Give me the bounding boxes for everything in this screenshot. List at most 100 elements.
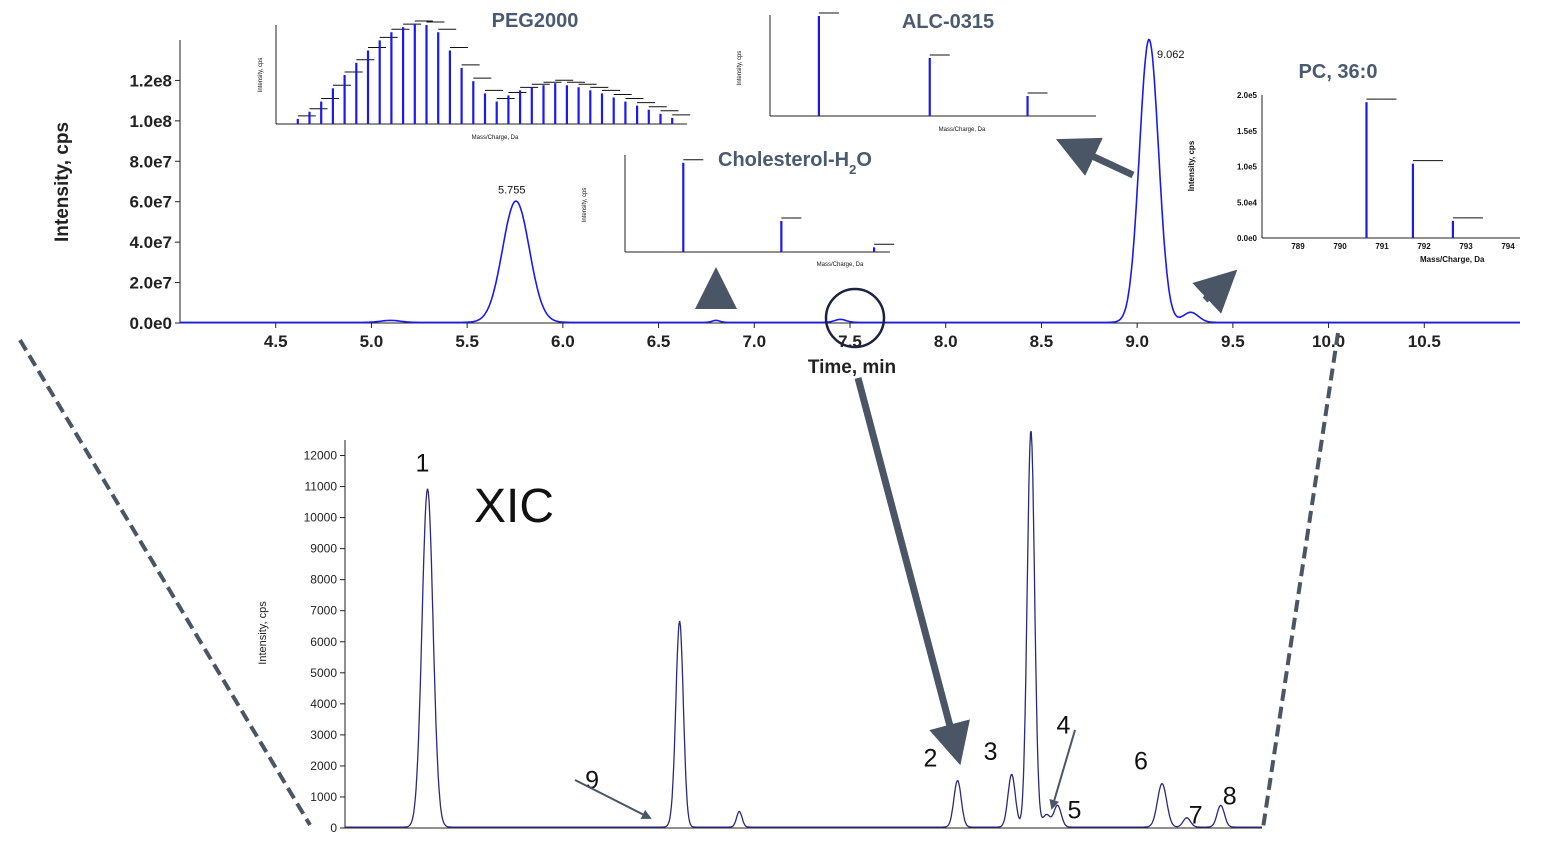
xic-chart: 0 1000 2000 3000 4000 5000 6000 7000 8000 9000 100… <box>257 430 1262 835</box>
xic-y-tick-label: 1000 <box>310 790 337 804</box>
xic-y-tick-label: 11000 <box>305 480 338 494</box>
pc-x-tick-label: 791 <box>1375 242 1389 251</box>
xic-y-tick-label: 12000 <box>304 449 338 463</box>
zoom-line-right <box>1261 332 1340 829</box>
tic-peak-label-5755: 5.755 <box>498 185 526 197</box>
xic-y-tick-label: 0 <box>330 821 337 835</box>
xic-peak-label-3: 3 <box>984 738 998 766</box>
xic-peak-label-6: 6 <box>1134 748 1148 776</box>
arrow-peak-4 <box>1049 729 1076 810</box>
tic-y-axis-title: Intensity, cps <box>52 122 73 242</box>
chol-x-label: Mass/Charge, Da <box>817 262 864 268</box>
inset-peg2000: PEG2000 Mass/Charge, Da Intensity, cps <box>258 10 691 141</box>
xic-y-tick-label: 4000 <box>310 697 337 711</box>
arrow-peak-9 <box>574 779 652 819</box>
xic-y-tick-label: 6000 <box>310 635 337 649</box>
inset-alc0315: ALC-0315 Mass/Charge, Da Intensity, cps <box>737 11 1096 133</box>
tic-x-tick-label: 8.0 <box>934 332 958 351</box>
peg-y-label: Intensity, cps <box>258 58 264 93</box>
tic-y-tick-label: 6.0e7 <box>129 193 172 212</box>
chol-title: Cholesterol-H2O <box>718 149 872 177</box>
zoom-lines <box>18 332 1340 829</box>
xic-y-tick-label: 2000 <box>310 759 337 773</box>
tic-x-ticks: 4.5 5.0 5.5 6.0 6.5 7.0 7.5 8.0 8.5 9.0 9.5 10.0 10.… <box>264 323 1441 351</box>
xic-y-tick-label: 7000 <box>310 604 337 618</box>
tic-x-tick-label: 4.5 <box>264 332 288 351</box>
pc-title: PC, 36:0 <box>1299 61 1378 83</box>
inset-cholesterol: Cholesterol-H2O Mass/Charge, Da Intensit… <box>582 149 895 268</box>
peg-title: PEG2000 <box>492 10 579 32</box>
region-highlight-circle <box>824 287 886 349</box>
xic-y-tick-label: 10000 <box>304 511 338 525</box>
tic-trace <box>180 38 1520 324</box>
connector-arrows <box>695 137 1238 766</box>
tic-y-tick-label: 4.0e7 <box>129 233 172 252</box>
tic-y-tick-label: 0.0e0 <box>129 314 172 333</box>
tic-x-tick-label: 8.5 <box>1030 332 1054 351</box>
xic-y-tick-label: 5000 <box>310 666 337 680</box>
xic-y-ticks: 0 1000 2000 3000 4000 5000 6000 7000 8000 9000 100… <box>304 449 345 835</box>
tic-x-tick-label: 5.0 <box>360 332 384 351</box>
xic-y-tick-label: 3000 <box>310 728 337 742</box>
pc-y-ticks: 0.0e0 5.0e4 1.0e5 1.5e5 2.0e5 <box>1237 91 1258 243</box>
xic-peak-label-4: 4 <box>1057 712 1071 740</box>
tic-y-tick-label: 1.0e8 <box>129 112 172 131</box>
pc-x-tick-label: 789 <box>1291 242 1305 251</box>
tic-y-tick-label: 1.2e8 <box>129 71 172 90</box>
chol-spectrum <box>682 159 895 252</box>
pc-y-label: Intensity, cps <box>1187 140 1196 191</box>
xic-y-tick-label: 9000 <box>310 542 337 556</box>
pc-x-label: Mass/Charge, Da <box>1420 255 1485 264</box>
pc-y-tick-label: 5.0e4 <box>1237 198 1258 207</box>
tic-x-tick-label: 10.0 <box>1312 332 1345 351</box>
xic-peak-label-1: 1 <box>416 450 430 478</box>
tic-x-axis-title: Time, min <box>808 357 896 378</box>
arrow-to-xic-peak2 <box>854 377 970 766</box>
tic-x-tick-label: 6.5 <box>647 332 671 351</box>
peg-x-label: Mass/Charge, Da <box>472 135 519 141</box>
tic-chart: 0.0e0 2.0e7 4.0e7 6.0e7 8.0e7 1.0e8 1.2e8 4.5 5… <box>52 38 1520 378</box>
pc-y-tick-label: 2.0e5 <box>1237 91 1258 100</box>
tic-y-tick-label: 8.0e7 <box>129 152 172 171</box>
chol-y-label: Intensity, cps <box>582 188 588 223</box>
arrow-to-alc <box>1055 137 1135 179</box>
peg-spectrum <box>296 20 691 124</box>
chol-title-tail: O <box>856 149 872 171</box>
tic-peak-label-9062: 9.062 <box>1157 49 1185 61</box>
alc-x-label: Mass/Charge, Da <box>939 127 986 133</box>
pc-x-tick-label: 790 <box>1333 242 1347 251</box>
pc-x-tick-label: 792 <box>1417 242 1431 251</box>
xic-peak-label-2: 2 <box>924 744 938 772</box>
xic-peak-label-7: 7 <box>1189 802 1203 830</box>
xic-y-axis-title: Intensity, cps <box>257 601 269 665</box>
pc-y-tick-label: 0.0e0 <box>1237 234 1258 243</box>
tic-x-tick-label: 9.5 <box>1221 332 1245 351</box>
tic-y-ticks: 0.0e0 2.0e7 4.0e7 6.0e7 8.0e7 1.0e8 1.2e8 <box>129 71 180 333</box>
tic-x-tick-label: 7.0 <box>742 332 766 351</box>
arrow-to-pc <box>1192 269 1238 314</box>
xic-title: XIC <box>474 480 554 533</box>
tic-x-tick-label: 10.5 <box>1408 332 1441 351</box>
xic-y-tick-label: 8000 <box>310 573 337 587</box>
pc-x-tick-label: 793 <box>1459 242 1473 251</box>
tic-x-tick-label: 5.5 <box>455 332 479 351</box>
alc-title: ALC-0315 <box>902 11 994 33</box>
tic-x-tick-label: 9.0 <box>1125 332 1149 351</box>
tic-y-tick-label: 2.0e7 <box>129 274 172 293</box>
alc-spectrum <box>817 12 1048 116</box>
pc-x-tick-label: 794 <box>1501 242 1515 251</box>
chol-title-sub: 2 <box>849 162 856 177</box>
tic-x-tick-label: 7.5 <box>838 332 862 351</box>
xic-peak-label-8: 8 <box>1223 782 1237 810</box>
pc-x-ticks: 789 790 791 792 793 794 <box>1291 242 1515 251</box>
pc-y-tick-label: 1.0e5 <box>1237 163 1258 172</box>
pc-y-tick-label: 1.5e5 <box>1237 127 1258 136</box>
tic-x-tick-label: 6.0 <box>551 332 575 351</box>
xic-trace <box>345 430 1262 828</box>
inset-pc360: 0.0e0 5.0e4 1.0e5 1.5e5 2.0e5 789 790 791 792 79… <box>1187 61 1520 264</box>
xic-peak-label-5: 5 <box>1068 796 1082 824</box>
pc-spectrum <box>1365 98 1483 238</box>
zoom-line-left <box>18 338 312 827</box>
